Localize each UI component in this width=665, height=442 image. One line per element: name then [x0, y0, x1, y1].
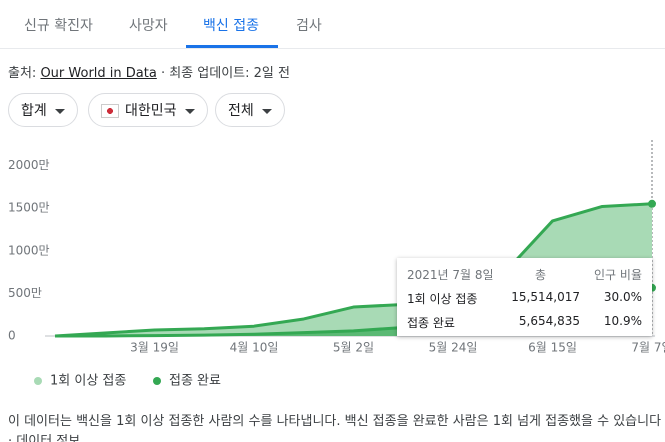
tab-underline — [186, 45, 278, 48]
y-tick-label: 1000만 — [8, 243, 50, 257]
tooltip-ratio: 30.0% — [603, 290, 642, 304]
legend-label: 접종 완료 — [169, 374, 221, 389]
legend-label: 1회 이상 접종 — [50, 374, 126, 389]
tab[interactable]: 사망자 — [129, 18, 168, 34]
filter-label: 전체 — [228, 103, 254, 119]
end-dot — [648, 199, 656, 208]
x-tick-label: 7월 7일 — [631, 341, 665, 355]
tooltip-total: 5,654,835 — [518, 314, 580, 328]
tooltip-col: 총 — [535, 268, 547, 282]
source-line: 출처: Our World in Data · 최종 업데이트: 2일 전 — [8, 62, 290, 81]
x-tick-label: 6월 15일 — [528, 341, 577, 355]
line — [54, 202, 653, 338]
filter-chip[interactable]: 합계 — [8, 93, 78, 127]
x-tick-label: 5월 24일 — [429, 341, 478, 355]
tooltip-col: 인구 비율 — [594, 268, 642, 282]
x-tick-label: 4월 10일 — [230, 341, 279, 355]
filter-label: 대한민국 — [125, 103, 177, 119]
y-tick-label: 1500만 — [8, 201, 50, 215]
footer: 이 데이터는 백신을 1회 이상 접종한 사람의 수를 나타냅니다. 백신 접종… — [8, 412, 663, 442]
y-tick-label: 0 — [8, 329, 16, 343]
tooltip-row-label: 1회 이상 접종 — [407, 292, 478, 306]
tooltip-row-label: 접종 완료 — [407, 316, 455, 330]
legend-dot — [34, 377, 42, 385]
tab-active[interactable]: 백신 접종 — [203, 18, 259, 34]
footer-link[interactable]: 데이터 정보 — [16, 434, 81, 442]
filter-chip[interactable]: 전체 — [215, 93, 285, 127]
tab[interactable]: 검사 — [296, 18, 322, 34]
updated: · 최종 업데이트: 2일 전 — [160, 66, 290, 81]
y-tick-label: 2000만 — [8, 158, 50, 172]
separator: · — [8, 434, 13, 442]
tooltip-total: 15,514,017 — [511, 290, 580, 304]
tooltip: 2021년 7월 8일 총 인구 비율 1회 이상 접종 15,514,017 … — [397, 258, 652, 336]
y-tick-label: 500만 — [8, 286, 42, 300]
x-tick-label: 3월 19일 — [130, 341, 179, 355]
source-link[interactable]: Our World in Data — [40, 66, 157, 81]
footer-text: 이 데이터는 백신을 1회 이상 접종한 사람의 수를 나타냅니다. 백신 접종… — [8, 414, 662, 429]
tooltip-date: 2021년 7월 8일 — [407, 268, 494, 282]
chart: 0 500만 1000만 1500만 2000만 3월 19일 4월 10일 5월 2일 5월 … — [8, 140, 665, 389]
x-tick-label: 5월 2일 — [333, 341, 374, 355]
source-prefix: 출처: — [8, 66, 37, 81]
legend-dot — [153, 377, 161, 385]
filter-chip[interactable]: 대한민국 — [88, 93, 208, 127]
tab-bar: 신규 확진자 사망자 백신 접종 검사 — [0, 0, 665, 49]
filter-label: 합계 — [21, 103, 47, 119]
tooltip-ratio: 10.9% — [603, 314, 642, 328]
tab[interactable]: 신규 확진자 — [24, 18, 93, 34]
